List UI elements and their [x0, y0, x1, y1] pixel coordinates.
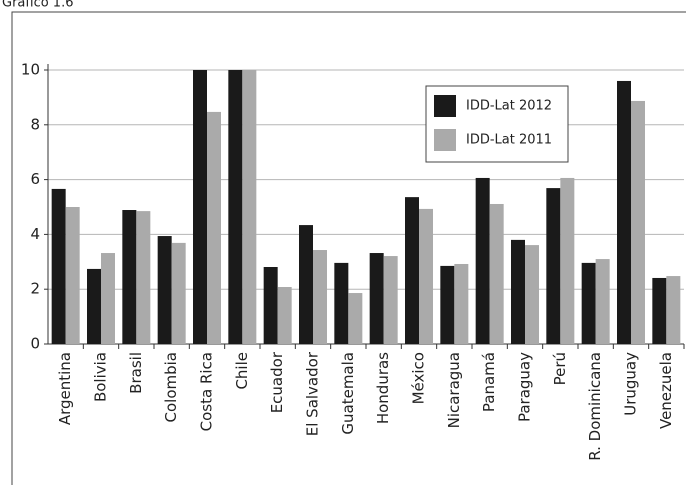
legend-label: IDD-Lat 2012 [466, 99, 552, 114]
legend-label: IDD-Lat 2011 [466, 133, 552, 148]
bar [101, 253, 115, 344]
bar [313, 250, 327, 344]
x-tick-label: Guatemala [339, 352, 357, 435]
bar [546, 188, 561, 344]
bar [263, 267, 278, 344]
bar [334, 262, 349, 344]
frame [11, 11, 686, 485]
x-tick-label: Nicaragua [445, 352, 463, 428]
bar [581, 262, 596, 344]
legend-swatch [434, 129, 456, 151]
bar [454, 263, 469, 344]
bar [666, 276, 681, 344]
bar [631, 100, 645, 344]
x-tick-label: R. Dominicana [586, 352, 604, 461]
x-tick-label: Ecuador [268, 351, 286, 413]
bar [348, 293, 363, 344]
x-tick-label: Bolivia [92, 352, 110, 402]
y-tick-label: 10 [21, 61, 40, 79]
bar [87, 268, 101, 344]
x-tick-label: Argentina [56, 352, 74, 425]
bar [419, 208, 433, 344]
x-tick-label: Colombia [162, 352, 180, 423]
bar [171, 242, 186, 344]
bar [157, 236, 172, 344]
x-tick-label: Perú [551, 352, 569, 385]
x-tick-label: Paraguay [516, 352, 534, 422]
y-tick-label: 8 [30, 115, 40, 133]
chart-title: Gráfico 1.6 [2, 0, 73, 11]
bar [560, 177, 575, 344]
bar [489, 203, 504, 344]
bar [440, 265, 455, 344]
bar [51, 188, 66, 344]
bar [617, 80, 631, 345]
y-tick-label: 4 [30, 225, 40, 243]
x-tick-label: Honduras [374, 352, 392, 424]
bar [228, 70, 243, 344]
x-tick-label: Uruguay [622, 352, 640, 416]
bar [277, 287, 292, 344]
bar [475, 177, 490, 344]
bar [65, 207, 80, 344]
x-tick-label: Panamá [480, 352, 498, 412]
x-tick-label: El Salvador [304, 351, 322, 436]
bar [405, 197, 419, 344]
bar [207, 111, 221, 344]
bar [525, 245, 539, 344]
bar [652, 277, 667, 344]
bar [122, 210, 137, 344]
bar [299, 225, 313, 344]
y-tick-label: 2 [30, 280, 40, 298]
x-tick-label: Venezuela [657, 352, 675, 429]
x-tick-label: Chile [233, 352, 251, 390]
bar [193, 70, 207, 344]
bar [595, 259, 610, 344]
x-tick-label: México [410, 352, 428, 404]
bar [242, 70, 257, 344]
bar [511, 239, 525, 344]
bar [136, 211, 151, 344]
legend-swatch [434, 95, 456, 117]
y-tick-label: 0 [30, 335, 40, 353]
x-tick-label: Brasil [127, 352, 145, 394]
y-tick-label: 6 [30, 170, 40, 188]
bar [369, 253, 384, 344]
bar [383, 256, 398, 344]
x-tick-label: Costa Rica [198, 352, 216, 431]
